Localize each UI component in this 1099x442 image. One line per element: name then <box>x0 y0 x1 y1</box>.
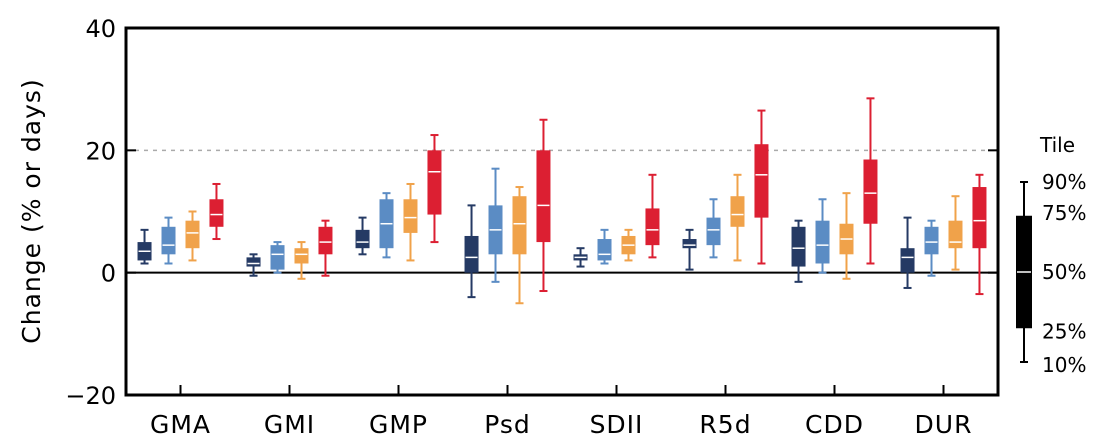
box-Psd-3 <box>536 118 551 293</box>
box-body <box>948 220 963 249</box>
box-body <box>427 150 442 215</box>
box-SDII-2 <box>621 228 636 262</box>
box-body <box>706 217 721 246</box>
box-CDD-3 <box>863 97 878 265</box>
box-DUR-2 <box>948 195 963 271</box>
box-body <box>185 220 200 249</box>
box-body <box>270 245 285 270</box>
box-GMP-2 <box>403 182 418 262</box>
box-body <box>791 226 806 267</box>
legend-label: 10% <box>1042 353 1086 377</box>
box-body <box>682 239 697 249</box>
y-axis: −20 0 20 40 <box>65 15 998 410</box>
box-body <box>754 144 769 218</box>
box-DUR-3 <box>972 173 987 296</box>
x-category-label: DUR <box>915 410 973 439</box>
box-R5d-2 <box>730 173 745 262</box>
box-GMI-3 <box>318 219 333 277</box>
box-body <box>246 257 261 267</box>
x-category-label: Psd <box>484 410 531 439</box>
box-GMA-3 <box>209 182 224 241</box>
x-axis: GMA GMI GMP Psd SDII R5d CDD DUR <box>150 385 973 439</box>
box-body <box>161 226 176 255</box>
box-body <box>972 187 987 249</box>
box-R5d-1 <box>706 198 721 259</box>
box-body <box>730 196 745 227</box>
box-GMI-0 <box>246 253 261 277</box>
box-CDD-0 <box>791 219 806 283</box>
box-body <box>209 199 224 227</box>
box-Psd-1 <box>488 167 503 283</box>
y-tick-label: 0 <box>101 260 116 288</box>
box-body <box>815 220 830 264</box>
y-tick-label: −20 <box>65 382 116 410</box>
box-GMA-2 <box>185 210 200 262</box>
box-GMA-1 <box>161 216 176 265</box>
gridlines <box>126 27 998 274</box>
y-tick-label: 20 <box>85 137 116 165</box>
box-GMI-1 <box>270 241 285 274</box>
x-category-label: GMA <box>150 410 211 439</box>
box-R5d-3 <box>754 109 769 265</box>
box-Psd-2 <box>512 186 527 305</box>
box-DUR-1 <box>924 219 939 277</box>
box-CDD-2 <box>839 192 854 280</box>
legend-label: 50% <box>1042 260 1086 284</box>
box-CDD-1 <box>815 198 830 274</box>
box-body <box>355 229 370 249</box>
x-category-label: SDII <box>590 410 644 439</box>
legend-title: Tile <box>1039 133 1075 157</box>
box-body <box>403 199 418 233</box>
box-series <box>137 97 987 305</box>
plot-frame <box>124 26 1000 397</box>
x-category-label: GMP <box>369 410 428 439</box>
y-tick-label: 40 <box>85 15 116 43</box>
box-SDII-0 <box>573 247 588 268</box>
y-axis-label: Change (% or days) <box>17 78 46 343</box>
box-DUR-0 <box>900 216 915 289</box>
legend-label: 75% <box>1042 201 1086 225</box>
box-GMI-2 <box>294 241 309 280</box>
box-body <box>318 226 333 255</box>
x-category-label: R5d <box>699 410 751 439</box>
box-GMP-1 <box>379 192 394 259</box>
box-body <box>900 248 915 273</box>
box-R5d-0 <box>682 228 697 271</box>
box-body <box>464 235 479 273</box>
box-body <box>924 226 939 255</box>
box-GMP-0 <box>355 216 370 256</box>
legend-label: 90% <box>1042 170 1086 194</box>
box-GMA-0 <box>137 228 152 265</box>
x-category-label: CDD <box>805 410 864 439</box>
box-body <box>863 159 878 224</box>
legend-label: 25% <box>1042 319 1086 343</box>
box-GMP-3 <box>427 134 442 244</box>
percentile-legend: Tile 90% 75% 50% 25% 10% <box>1016 133 1086 377</box>
box-body <box>645 208 660 246</box>
box-body <box>512 196 527 255</box>
box-body <box>536 150 551 243</box>
x-category-label: GMI <box>264 410 315 439</box>
box-SDII-3 <box>645 173 660 259</box>
box-body <box>597 239 612 261</box>
box-Psd-0 <box>464 204 479 299</box>
box-body <box>294 248 309 264</box>
box-SDII-1 <box>597 228 612 265</box>
